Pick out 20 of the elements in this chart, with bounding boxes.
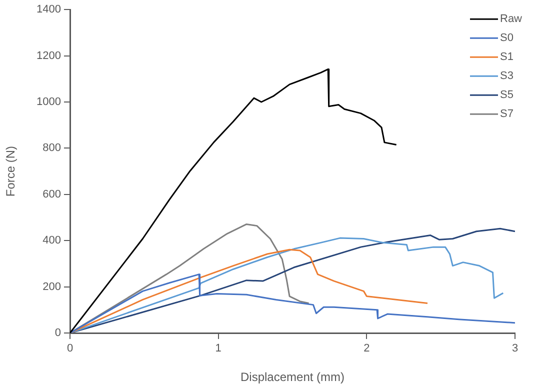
y-tick-label: 400 (42, 234, 61, 247)
x-tick-label: 0 (66, 342, 74, 355)
y-tick-label: 1200 (36, 50, 61, 62)
legend-label: S7 (500, 108, 514, 120)
legend-label: Raw (500, 13, 522, 26)
y-axis-title: Force (N) (4, 146, 18, 197)
x-axis-title: Displacement (mm) (240, 370, 345, 384)
y-tick-label: 1400 (36, 4, 61, 16)
y-tick-label: 1000 (36, 96, 61, 108)
legend-label: S3 (500, 70, 514, 82)
legend-label: S5 (500, 89, 514, 102)
x-tick-label: 3 (512, 342, 518, 355)
x-tick-label: 2 (364, 342, 370, 355)
legend-label: S1 (500, 51, 514, 64)
y-tick-label: 200 (42, 280, 61, 293)
y-tick-label: 600 (42, 188, 61, 200)
x-tick-label: 1 (215, 342, 222, 355)
y-tick-label: 800 (42, 142, 61, 154)
y-tick-label: 0 (54, 327, 61, 340)
legend-label: S0 (500, 32, 514, 44)
